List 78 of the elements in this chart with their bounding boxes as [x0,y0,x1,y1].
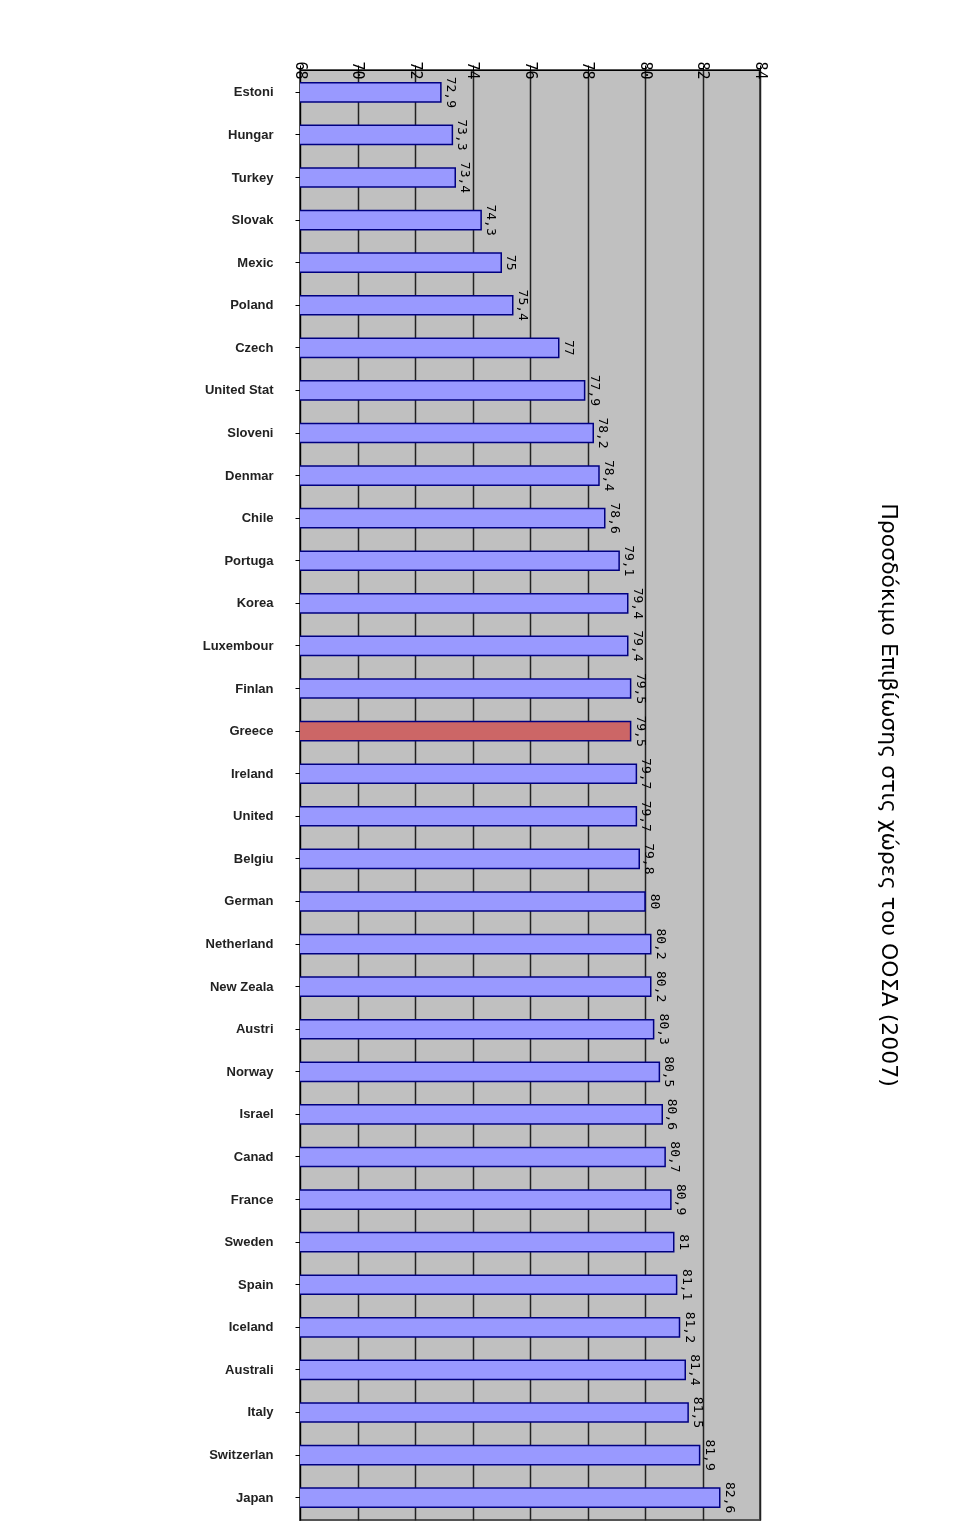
data-label: 73,4 [458,161,474,194]
data-label: 75,4 [515,289,531,322]
data-label: 82,6 [722,1481,738,1514]
x-tick-label: 80 [636,61,655,80]
y-tick-label: Luxembour [202,637,274,653]
data-label: 79,7 [639,800,655,832]
data-label: 80,9 [673,1183,689,1216]
y-tick-label: Mexic [237,254,274,270]
y-tick-label: Italy [247,1404,275,1420]
x-tick-label: 82 [694,61,712,80]
y-tick-label: Finlan [235,680,274,696]
data-label: 80,5 [662,1056,678,1088]
x-tick-label: 68 [291,61,310,80]
data-label: 79,1 [622,545,638,577]
y-tick-label: Sweden [224,1234,274,1250]
x-tick-label: 76 [521,61,540,80]
data-label: 80,6 [665,1098,681,1131]
data-label: 81,9 [702,1439,718,1471]
y-tick-label: Slovak [231,212,275,228]
data-label: 78,4 [602,459,617,492]
y-tick-label: Switzerlan [209,1447,274,1463]
data-label: 77,9 [587,374,603,407]
y-tick-label: United Stat [204,382,275,398]
y-tick-label: Iceland [228,1319,274,1335]
data-label: 80 [648,893,663,910]
data-label: 73,3 [455,119,471,151]
x-tick-label: 70 [349,61,367,80]
data-label: 80,7 [668,1141,684,1173]
x-tick-label: 74 [464,61,482,80]
data-label: 81 [676,1234,692,1250]
y-tick-label: Portuga [224,552,275,568]
data-label: 79,4 [630,587,646,620]
data-label: 80,3 [656,1013,672,1045]
data-label: 72,9 [443,76,459,109]
y-tick-label: Japan [235,1489,274,1505]
data-label: 78,2 [596,417,612,449]
y-tick-label: Denmar [225,467,274,483]
data-label: 77 [561,340,577,356]
data-label: 78,6 [607,502,623,534]
y-tick-label: Israel [239,1106,274,1122]
y-tick-label: Netherland [205,936,274,952]
y-tick-label: Chile [241,510,274,526]
data-label: 79,7 [639,758,655,790]
y-tick-label: Poland [230,297,274,313]
y-tick-label: Belgiu [233,850,274,866]
data-label: 74,3 [484,204,500,236]
y-tick-label: Czech [235,339,274,355]
data-label: 79,8 [642,843,658,875]
data-label: 75 [504,254,520,271]
data-label: 81,4 [688,1354,704,1386]
y-tick-label: Korea [236,595,275,611]
y-tick-label: Austri [235,1021,274,1037]
y-tick-label: New Zeala [209,978,275,994]
data-label: 79,4 [630,630,646,662]
y-tick-label: Canad [233,1148,274,1164]
y-tick-label: Turkey [231,169,275,185]
y-tick-label: Ireland [230,765,274,781]
x-tick-label: 84 [751,61,770,80]
text: Προσδόκιμο Επιβίωσης στις χώρες του ΟΟΣΑ (2007) [877,503,902,1087]
y-tick-label: Australi [225,1361,274,1377]
data-label: 81,5 [691,1396,707,1429]
data-label: 81,1 [679,1269,695,1301]
x-tick-label: 72 [406,61,425,80]
y-tick-label: United [233,808,274,824]
y-tick-label: France [230,1191,274,1207]
data-label: 80,2 [653,928,669,960]
y-tick-label: German [224,893,274,909]
y-tick-label: Greece [229,723,274,739]
data-label: 79,5 [633,715,649,747]
x-tick-label: 78 [579,61,597,80]
data-label: 79,5 [633,672,649,705]
y-tick-label: Spain [238,1276,274,1292]
y-tick-label: Hungar [228,126,274,142]
y-tick-label: Sloveni [227,425,274,441]
y-tick-label: Estoni [233,84,274,100]
data-label: 81,2 [682,1311,698,1343]
y-tick-label: Norway [226,1063,275,1079]
data-label: 80,2 [653,970,669,1003]
